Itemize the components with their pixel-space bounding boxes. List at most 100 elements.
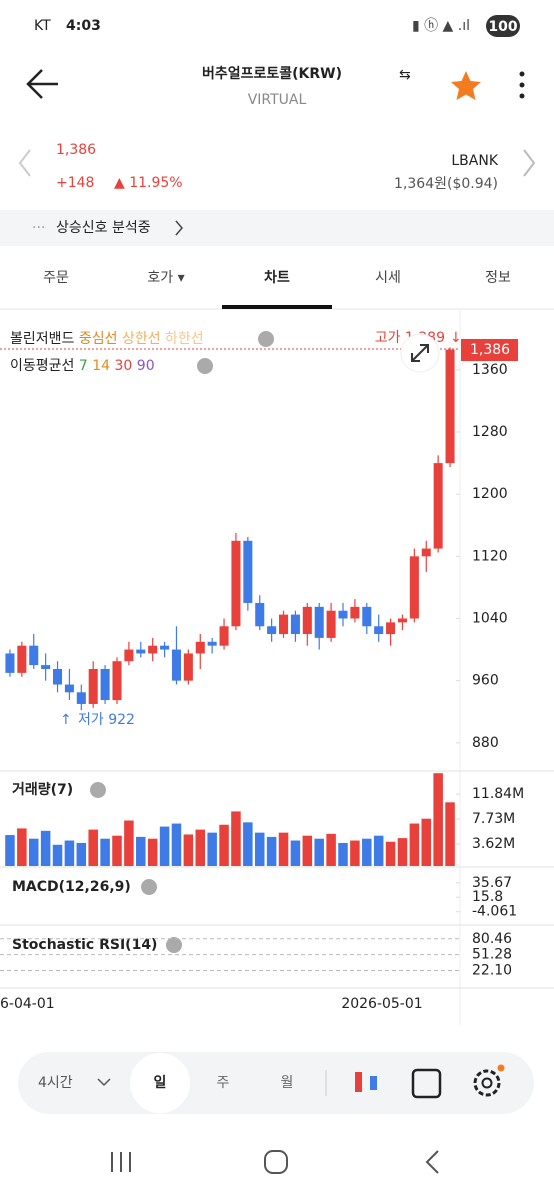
tab[interactable]: 주문 [43, 270, 69, 286]
volume-bar [136, 836, 146, 866]
price-change-pct: ▲ 11.95% [114, 175, 183, 191]
price-tag [461, 339, 518, 361]
tab-indicator [222, 305, 332, 309]
volume-bar [195, 829, 206, 866]
back-button[interactable] [26, 69, 58, 99]
settings-icon[interactable] [473, 1069, 501, 1097]
volume-bar [231, 811, 241, 866]
candle-body [29, 645, 39, 666]
close-indicator[interactable] [141, 879, 157, 895]
current-price: 1,386 [56, 142, 96, 158]
ma-legend: 이동평균선 7 14 30 90 [10, 358, 155, 374]
more-menu[interactable] [519, 71, 525, 99]
candle-body [88, 668, 98, 704]
y-tick-label: 3.62M [472, 836, 515, 852]
tab-active[interactable]: 차트 [264, 270, 290, 286]
x-label: 6-04-01 [0, 996, 55, 1012]
close-indicator[interactable] [166, 937, 182, 953]
next-arrow[interactable] [523, 149, 536, 177]
volume-bar [433, 773, 443, 866]
volume-bar [290, 840, 301, 866]
volume-bar [266, 836, 277, 866]
candle-body [100, 668, 110, 701]
candle-body [219, 626, 229, 646]
macd-title: MACD(12,26,9) [12, 879, 131, 895]
volume-bar [40, 830, 51, 866]
y-tick-label: 7.73M [472, 811, 515, 827]
legend-title: 이동평균선 [10, 358, 74, 374]
interval-select[interactable]: 4시간 [38, 1075, 73, 1091]
high-arrow: ↓ [450, 330, 462, 346]
candle-body [362, 606, 372, 627]
exchange-name: LBANK [451, 153, 498, 169]
exchange-price: 1,364원($0.94) [394, 176, 498, 192]
close-indicator[interactable] [258, 331, 274, 347]
y-tick-label: 51.28 [472, 947, 512, 963]
volume-bar [385, 841, 396, 866]
candle-body [374, 626, 384, 635]
time: 4:03 [66, 18, 101, 34]
candle-body [183, 653, 193, 681]
candle-body [445, 349, 455, 464]
tab[interactable]: 호가 ▾ [147, 270, 184, 286]
volume-bar [112, 835, 122, 866]
candle-body [255, 602, 265, 627]
period-day[interactable]: 일 [154, 1075, 167, 1091]
volume-bar [254, 832, 265, 866]
candle-body [350, 606, 360, 619]
tab[interactable]: 시세 [375, 270, 401, 286]
candle-body [314, 606, 324, 638]
battery-level: 100 [488, 19, 517, 35]
close-indicator[interactable] [90, 782, 106, 798]
candle-body [5, 653, 15, 673]
legend-item: 30 [115, 358, 133, 374]
candle-body [397, 618, 407, 623]
candle-body [409, 556, 419, 619]
period-month[interactable]: 월 [281, 1075, 294, 1091]
prev-arrow[interactable] [18, 149, 31, 177]
y-tick-label: 80.46 [472, 931, 512, 947]
candle-body [279, 614, 289, 635]
period-week[interactable]: 주 [217, 1075, 230, 1091]
nav-recent[interactable] [111, 1152, 131, 1172]
candle-body [64, 684, 74, 693]
volume-bar [64, 840, 75, 866]
signal-banner[interactable] [0, 210, 554, 246]
candle-body [136, 649, 146, 654]
battery [486, 15, 520, 37]
close-indicator[interactable] [197, 358, 213, 374]
drawing-icon[interactable] [411, 1068, 442, 1099]
favorite-star[interactable] [451, 71, 481, 100]
volume-bar [350, 840, 360, 866]
toolbar [18, 1052, 534, 1114]
volume-bar [373, 835, 384, 866]
volume-title: 거래량(7) [12, 782, 73, 798]
swap-icon[interactable]: ⇆ [399, 67, 411, 83]
candle-body [171, 649, 181, 681]
legend-item: 14 [92, 358, 110, 374]
tab[interactable]: 정보 [485, 270, 511, 286]
candle-body [386, 622, 396, 635]
price-change: +148 [56, 175, 94, 191]
legend-item: 7 [79, 358, 88, 374]
y-tick-label: 880 [472, 735, 499, 751]
nav-home[interactable] [264, 1150, 288, 1174]
candle-body [290, 614, 300, 635]
bollinger-legend: 볼린저밴드 중심선 상한선 하한선 [10, 331, 204, 347]
volume-bar [409, 823, 420, 866]
legend-title: 볼린저밴드 [10, 331, 75, 347]
candle-icon[interactable] [355, 1072, 377, 1092]
candle-body [53, 668, 63, 685]
candle-body [17, 645, 27, 673]
candle-body [76, 692, 86, 704]
volume-bar [147, 838, 158, 866]
coin-title[interactable]: 버추얼프로토콜(KRW) [202, 65, 342, 82]
nav-back[interactable] [425, 1150, 439, 1174]
volume-bar [88, 829, 98, 866]
candle-body [243, 540, 253, 603]
volume-bar [362, 838, 372, 866]
volume-bar [183, 834, 194, 866]
banner-text: 상승신호 분석중 [56, 220, 151, 236]
y-tick-label: 22.10 [472, 963, 512, 979]
